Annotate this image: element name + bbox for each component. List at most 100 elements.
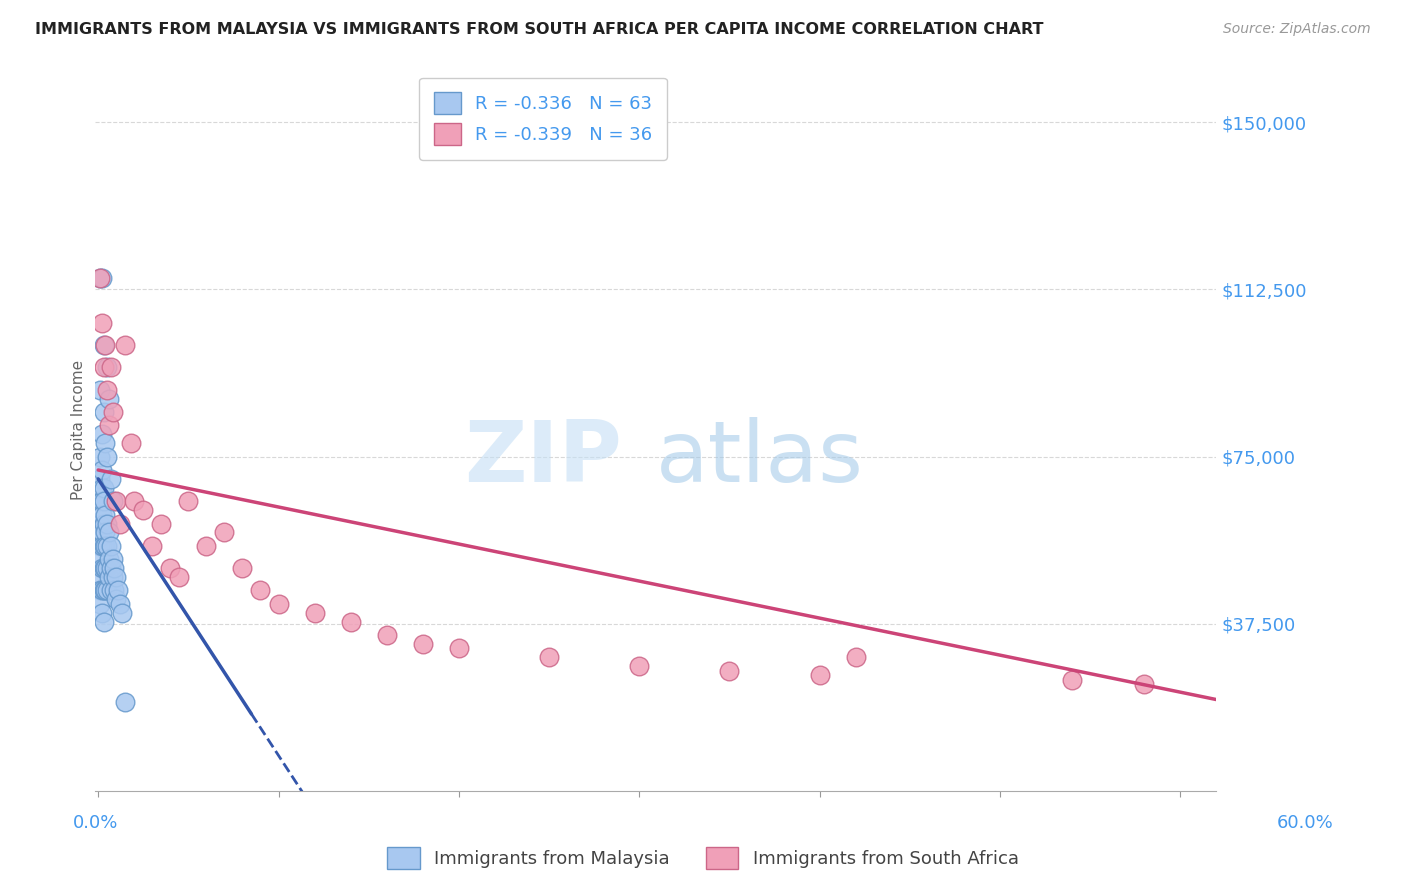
Point <box>249 583 271 598</box>
Point <box>808 668 831 682</box>
Point <box>101 494 124 508</box>
Point <box>114 695 136 709</box>
Point <box>96 539 118 553</box>
Point <box>103 561 125 575</box>
Point <box>105 592 128 607</box>
Point <box>537 650 560 665</box>
Point <box>89 530 111 544</box>
Point <box>195 539 218 553</box>
Point <box>90 494 112 508</box>
Point <box>93 615 115 629</box>
Point <box>93 405 115 419</box>
Point <box>120 436 142 450</box>
Point <box>718 664 741 678</box>
Text: 0.0%: 0.0% <box>73 814 118 831</box>
Point <box>93 360 115 375</box>
Point <box>100 583 122 598</box>
Point <box>98 418 121 433</box>
Point <box>114 338 136 352</box>
Point <box>89 472 111 486</box>
Point <box>89 271 111 285</box>
Point <box>107 583 129 598</box>
Point <box>94 525 117 540</box>
Point <box>1133 677 1156 691</box>
Point <box>412 637 434 651</box>
Point <box>96 561 118 575</box>
Point <box>90 606 112 620</box>
Point <box>94 583 117 598</box>
Point <box>90 427 112 442</box>
Point <box>89 516 111 531</box>
Point <box>96 583 118 598</box>
Point <box>89 583 111 598</box>
Point <box>98 552 121 566</box>
Point <box>89 570 111 584</box>
Point <box>177 494 200 508</box>
Text: Source: ZipAtlas.com: Source: ZipAtlas.com <box>1223 22 1371 37</box>
Point <box>93 494 115 508</box>
Point <box>375 628 398 642</box>
Point <box>96 450 118 464</box>
Point <box>90 481 112 495</box>
Point <box>100 539 122 553</box>
Point <box>96 383 118 397</box>
Point <box>90 583 112 598</box>
Point <box>93 516 115 531</box>
Point <box>90 525 112 540</box>
Point <box>90 539 112 553</box>
Point <box>89 552 111 566</box>
Point <box>96 360 118 375</box>
Point <box>105 570 128 584</box>
Point <box>89 271 111 285</box>
Point <box>94 338 117 352</box>
Point <box>108 516 131 531</box>
Point <box>93 561 115 575</box>
Point <box>447 641 470 656</box>
Point <box>122 494 145 508</box>
Y-axis label: Per Capita Income: Per Capita Income <box>72 359 86 500</box>
Point <box>132 503 155 517</box>
Point <box>89 494 111 508</box>
Point <box>100 561 122 575</box>
Point <box>93 481 115 495</box>
Point <box>267 597 290 611</box>
Point <box>90 271 112 285</box>
Text: IMMIGRANTS FROM MALAYSIA VS IMMIGRANTS FROM SOUTH AFRICA PER CAPITA INCOME CORRE: IMMIGRANTS FROM MALAYSIA VS IMMIGRANTS F… <box>35 22 1043 37</box>
Point <box>89 383 111 397</box>
Point <box>159 561 181 575</box>
Point <box>98 570 121 584</box>
Point <box>96 516 118 531</box>
Point <box>93 583 115 598</box>
Point <box>90 561 112 575</box>
Point <box>100 360 122 375</box>
Point <box>101 405 124 419</box>
Point <box>94 508 117 522</box>
Point <box>93 338 115 352</box>
Point <box>214 525 236 540</box>
Text: atlas: atlas <box>655 417 863 500</box>
Point <box>100 472 122 486</box>
Text: 60.0%: 60.0% <box>1277 814 1333 831</box>
Point <box>90 508 112 522</box>
Point <box>304 606 326 620</box>
Point <box>98 392 121 406</box>
Point <box>169 570 191 584</box>
Legend: Immigrants from Malaysia, Immigrants from South Africa: Immigrants from Malaysia, Immigrants fro… <box>378 838 1028 879</box>
Legend: R = -0.336   N = 63, R = -0.339   N = 36: R = -0.336 N = 63, R = -0.339 N = 36 <box>419 78 666 160</box>
Text: ZIP: ZIP <box>464 417 621 500</box>
Point <box>105 494 128 508</box>
Point <box>101 552 124 566</box>
Point <box>111 606 134 620</box>
Point <box>103 583 125 598</box>
Point <box>98 525 121 540</box>
Point <box>628 659 651 673</box>
Point <box>845 650 868 665</box>
Point <box>339 615 361 629</box>
Point <box>89 597 111 611</box>
Point <box>1060 673 1083 687</box>
Point <box>89 450 111 464</box>
Point <box>90 316 112 330</box>
Point <box>94 436 117 450</box>
Point <box>93 539 115 553</box>
Point <box>141 539 163 553</box>
